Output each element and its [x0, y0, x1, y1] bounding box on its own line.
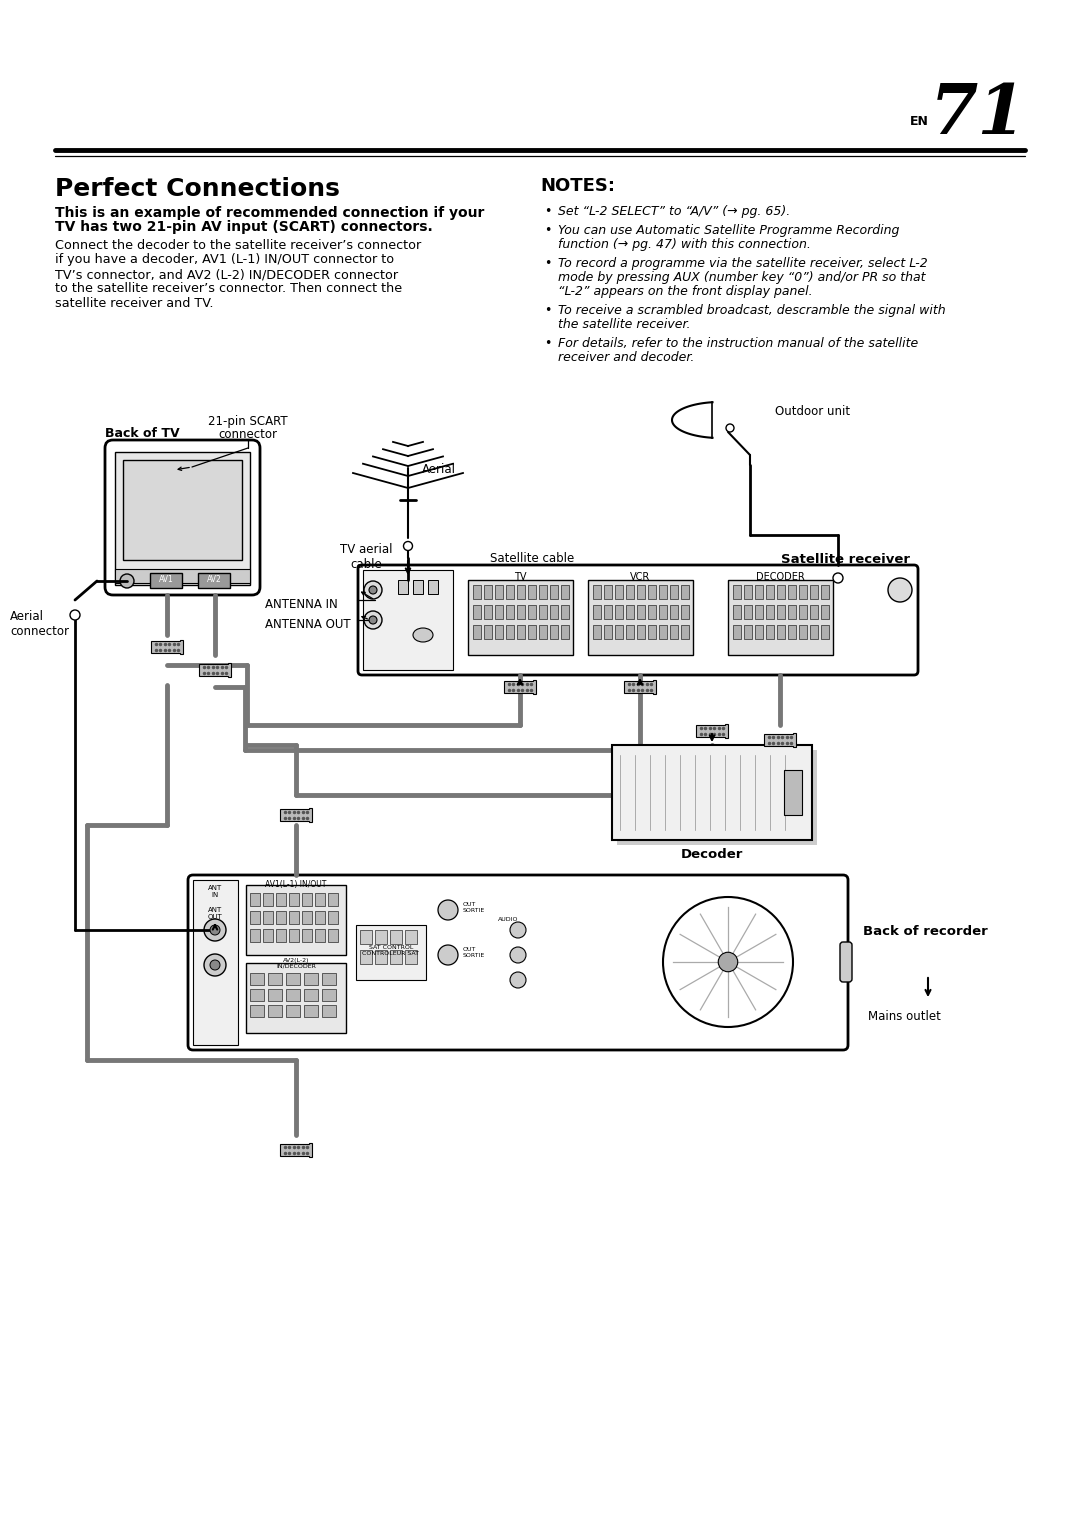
Text: to the satellite receiver’s connector. Then connect the: to the satellite receiver’s connector. T… [55, 283, 402, 295]
Bar [777, 605, 785, 619]
Bar [744, 625, 752, 639]
Text: “L-2” appears on the front display panel.: “L-2” appears on the front display panel… [558, 286, 812, 298]
Bar [473, 585, 481, 599]
Text: OUT
SORTIE: OUT SORTIE [463, 902, 485, 912]
Bar [755, 605, 762, 619]
Bar [593, 605, 600, 619]
Text: Aerial: Aerial [422, 463, 456, 477]
Bar [123, 460, 242, 559]
Bar [360, 950, 372, 964]
Bar [744, 605, 752, 619]
Bar [550, 605, 558, 619]
Text: Set “L-2 SELECT” to “A/V” (→ pg. 65).: Set “L-2 SELECT” to “A/V” (→ pg. 65). [558, 205, 791, 219]
Bar [150, 573, 183, 588]
Bar [322, 989, 336, 1001]
Text: OUT
SORTIE: OUT SORTIE [463, 947, 485, 958]
Bar [268, 973, 282, 986]
Text: ANTENNA OUT: ANTENNA OUT [265, 617, 351, 631]
Bar [114, 452, 249, 585]
Polygon shape [504, 680, 536, 694]
Bar [766, 585, 774, 599]
Bar [322, 973, 336, 986]
Bar [615, 625, 623, 639]
Circle shape [210, 960, 220, 970]
Text: To receive a scrambled broadcast, descramble the signal with: To receive a scrambled broadcast, descra… [558, 304, 946, 316]
Bar [777, 585, 785, 599]
Bar [484, 625, 492, 639]
Text: ANTENNA IN: ANTENNA IN [265, 597, 338, 611]
Bar [289, 911, 299, 924]
Bar [550, 625, 558, 639]
Bar [593, 625, 600, 639]
Bar [637, 605, 645, 619]
Text: ANT
IN: ANT IN [207, 885, 222, 898]
Bar [249, 892, 260, 906]
Polygon shape [280, 808, 312, 822]
Bar [626, 585, 634, 599]
Bar [276, 911, 286, 924]
Bar [810, 585, 818, 599]
Bar [390, 931, 402, 944]
Bar [766, 605, 774, 619]
Circle shape [120, 575, 134, 588]
FancyBboxPatch shape [188, 876, 848, 1050]
Bar [681, 605, 689, 619]
Text: DECODER: DECODER [756, 571, 805, 582]
Bar [473, 605, 481, 619]
Bar [528, 585, 536, 599]
Bar [733, 585, 741, 599]
Bar [193, 880, 238, 1045]
Bar [249, 911, 260, 924]
Bar [528, 625, 536, 639]
Bar [289, 892, 299, 906]
Text: TV aerial
cable: TV aerial cable [340, 542, 392, 571]
Text: Satellite receiver: Satellite receiver [781, 553, 910, 565]
Bar [302, 929, 312, 941]
Text: satellite receiver and TV.: satellite receiver and TV. [55, 296, 214, 310]
Bar [659, 625, 667, 639]
Bar [755, 585, 762, 599]
Bar [315, 892, 325, 906]
Circle shape [369, 616, 377, 623]
Text: AV2(L-2)
IN/DECODER: AV2(L-2) IN/DECODER [276, 958, 316, 969]
Bar [821, 585, 829, 599]
Bar [788, 605, 796, 619]
Bar [615, 585, 623, 599]
Polygon shape [151, 640, 183, 654]
Bar [588, 581, 693, 656]
Bar [286, 1005, 300, 1018]
Bar [728, 581, 833, 656]
Text: SAT CONTROL
CONTROLEUR SAT: SAT CONTROL CONTROLEUR SAT [363, 944, 419, 957]
Bar [733, 625, 741, 639]
Bar [302, 911, 312, 924]
Bar [810, 625, 818, 639]
Circle shape [70, 610, 80, 620]
Bar [495, 585, 503, 599]
Bar [681, 625, 689, 639]
Bar [322, 1005, 336, 1018]
Bar [637, 625, 645, 639]
Polygon shape [696, 724, 728, 738]
Bar [303, 989, 318, 1001]
Bar [399, 581, 408, 594]
Bar [473, 625, 481, 639]
Bar [303, 1005, 318, 1018]
Text: VCR: VCR [630, 571, 650, 582]
Bar [484, 585, 492, 599]
Bar [744, 585, 752, 599]
Text: For details, refer to the instruction manual of the satellite: For details, refer to the instruction ma… [558, 338, 918, 350]
Bar [264, 929, 273, 941]
Circle shape [510, 921, 526, 938]
Circle shape [888, 578, 912, 602]
Text: EN: EN [910, 115, 929, 128]
Text: receiver and decoder.: receiver and decoder. [558, 351, 694, 364]
Bar [799, 625, 807, 639]
Bar [561, 605, 569, 619]
Bar [604, 605, 612, 619]
Circle shape [369, 587, 377, 594]
Bar [648, 625, 656, 639]
Bar [268, 989, 282, 1001]
Bar [788, 625, 796, 639]
Text: mode by pressing AUX (number key “0”) and/or PR so that: mode by pressing AUX (number key “0”) an… [558, 270, 926, 284]
Ellipse shape [413, 628, 433, 642]
